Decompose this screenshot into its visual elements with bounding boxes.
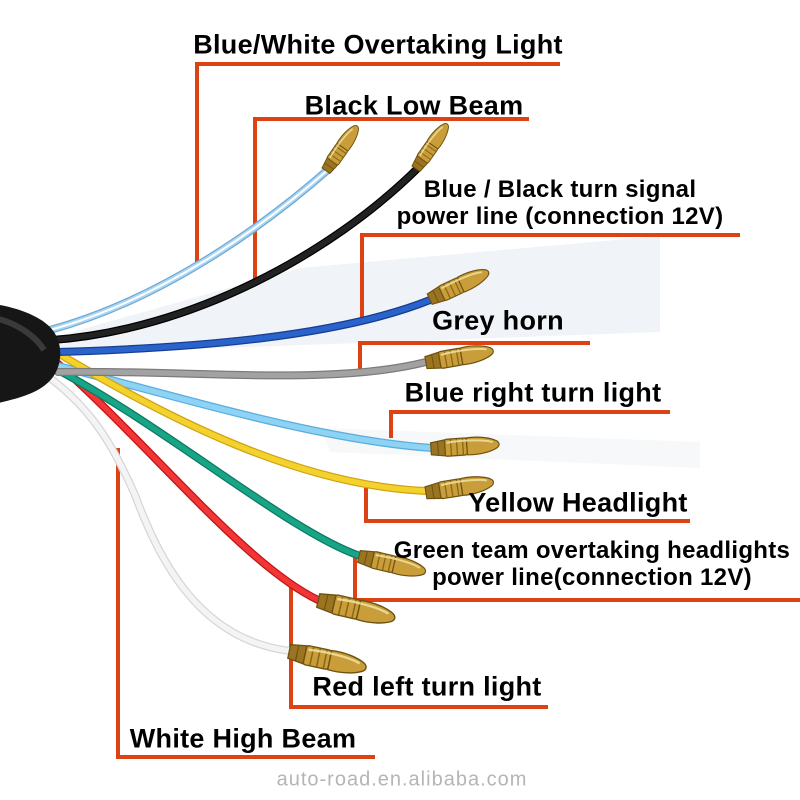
photo-glare — [58, 236, 660, 354]
wire-black — [48, 164, 422, 344]
label-red-left-turn: Red left turn light — [312, 671, 542, 702]
sheath-body — [0, 305, 61, 403]
bracket-red-left-turn — [289, 587, 548, 709]
label-blue-white-overtaking: Blue/White Overtaking Light — [193, 29, 563, 60]
connector-black — [409, 119, 454, 174]
label-line-1: Green team overtaking headlights — [393, 537, 791, 564]
label-white-high-beam: White High Beam — [129, 723, 357, 754]
photo-glare — [320, 428, 700, 468]
label-blue-right-turn: Blue right turn light — [404, 377, 662, 408]
bracket-blue-black-turn-signal — [360, 233, 740, 320]
label-black-low-beam: Black Low Beam — [304, 90, 524, 121]
label-line-2: power line(connection 12V) — [432, 564, 752, 591]
label-yellow-headlight: Yellow Headlight — [468, 487, 688, 518]
bracket-blue-right-turn — [389, 410, 670, 438]
wire-yellow — [52, 348, 431, 495]
label-grey-horn: Grey horn — [432, 305, 564, 336]
wire-green — [54, 366, 364, 560]
callout-brackets — [116, 62, 800, 759]
wire-grey — [54, 358, 430, 380]
label-blue-black-turn-signal: Blue / Black turn signal power line (con… — [397, 176, 724, 230]
label-line-2: power line (connection 12V) — [396, 203, 724, 230]
white-stripe — [49, 167, 331, 331]
cable-sheath — [0, 305, 61, 403]
wire-white — [46, 374, 294, 655]
connector-grey — [423, 341, 496, 373]
label-green-overtaking: Green team overtaking headlights power l… — [394, 537, 790, 591]
wire-blue-white — [46, 164, 334, 334]
bracket-grey-horn — [358, 341, 590, 374]
wire-red — [52, 358, 322, 604]
connector-blue-white — [319, 121, 364, 176]
wire-blue — [52, 296, 434, 356]
bracket-yellow-headlight — [364, 488, 690, 523]
watermark: auto-road.en.alibaba.com — [276, 768, 528, 791]
bracket-white-high-beam — [116, 448, 375, 759]
bracket-blue-white-overtaking — [195, 62, 560, 262]
sheath-highlight — [0, 316, 47, 352]
label-line-1: Blue / Black turn signal — [423, 176, 697, 203]
